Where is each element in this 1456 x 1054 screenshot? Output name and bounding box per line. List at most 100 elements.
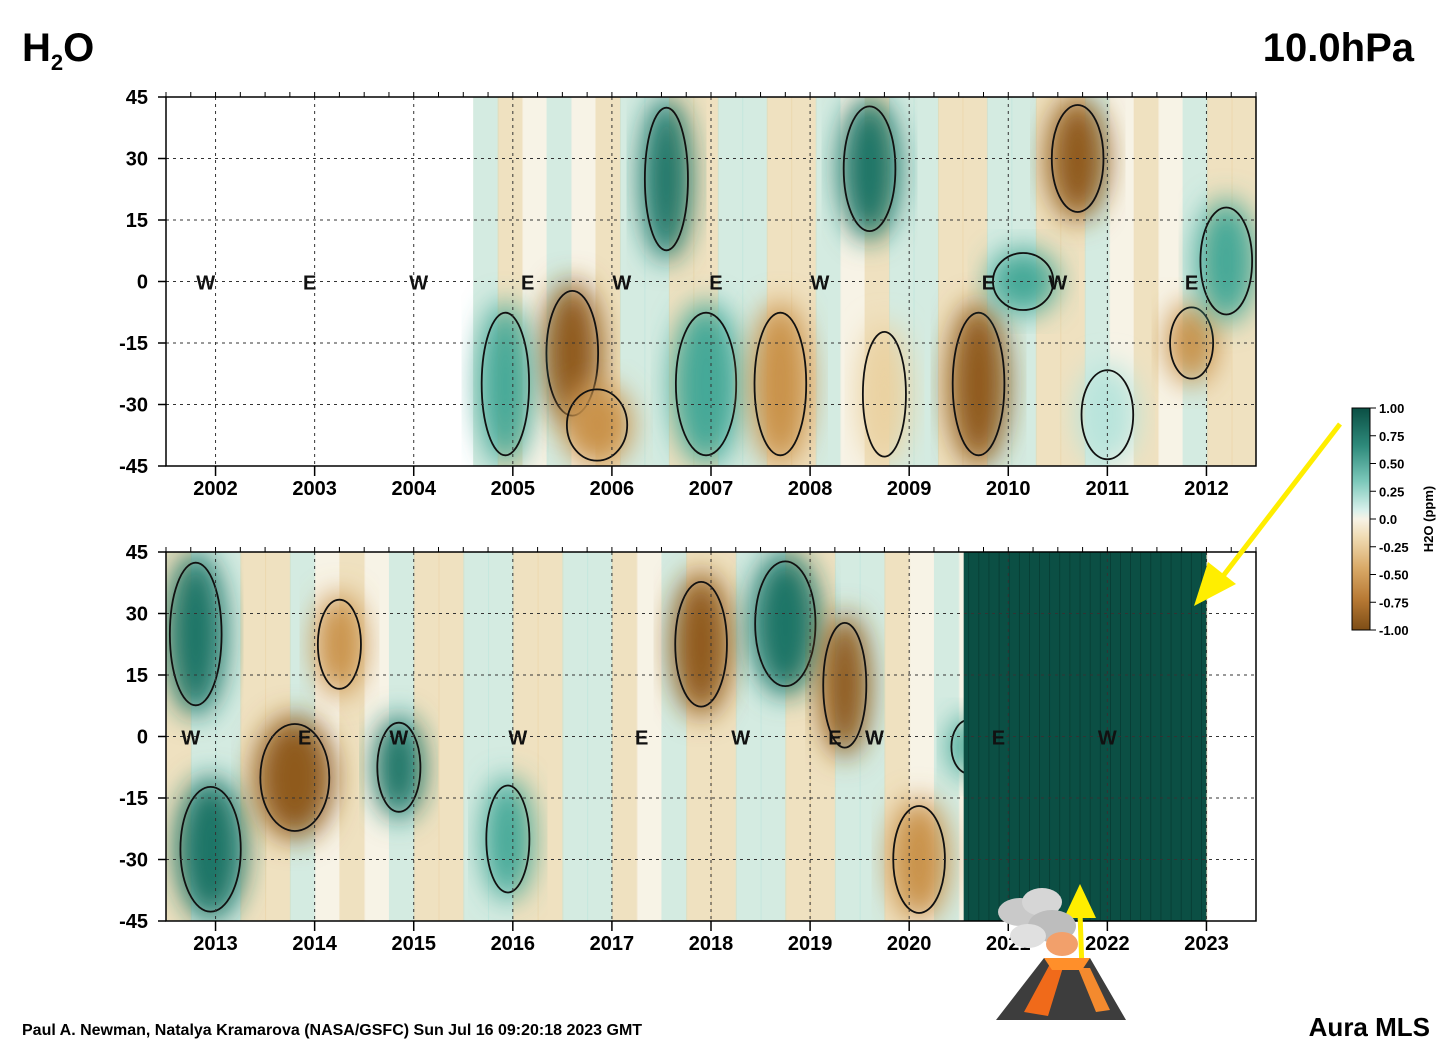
top-anomaly-region: [750, 302, 811, 466]
bottom-zero-contour: [754, 560, 817, 688]
top-zero-contour: [1199, 206, 1254, 316]
top-ytick-label: 15: [126, 210, 148, 232]
top-anomaly-region: [562, 384, 632, 466]
title-suffix: O: [63, 26, 95, 70]
bottom-anomaly-region: [671, 572, 731, 716]
top-zero-contour: [1050, 104, 1105, 213]
bottom-ytick-label: 15: [126, 665, 148, 687]
colorbar-scale: [1351, 407, 1371, 631]
colorbar-tick-label: 0.0: [1379, 512, 1397, 527]
chart-title: H2O: [22, 26, 94, 76]
top-ytick-label: -15: [119, 333, 148, 355]
top-zero-contour: [951, 311, 1006, 457]
yellow-arrow-icon: [1194, 422, 1342, 606]
colorbar-tick-label: -0.50: [1379, 568, 1409, 583]
bottom-anomaly-region: [175, 777, 246, 921]
top-anomaly-region: [1166, 302, 1217, 384]
bottom-qbo-label: W: [1098, 728, 1117, 750]
top-qbo-label: W: [409, 273, 428, 295]
bottom-zero-contour: [485, 784, 531, 894]
bottom-xtick-label: 2023: [1184, 933, 1229, 955]
bottom-gridlines: [166, 552, 1256, 921]
top-ytick-label: -30: [119, 395, 148, 417]
top-zero-contour: [674, 311, 738, 457]
colorbar-tick-label: 0.25: [1379, 484, 1404, 499]
top-zero-contour: [861, 330, 907, 458]
top-xtick-label: 2007: [689, 478, 734, 500]
bottom-anomaly-region: [166, 552, 226, 716]
top-ytick-label: 30: [126, 149, 148, 171]
bottom-qbo-label: W: [181, 728, 200, 750]
bottom-anomaly-region: [374, 716, 424, 819]
volcano-eruption-icon: [996, 888, 1126, 1020]
top-qbo-label: E: [303, 273, 316, 295]
top-zero-contour: [643, 106, 689, 252]
bottom-anomaly-region: [255, 716, 335, 839]
bottom-qbo-label: E: [992, 728, 1005, 750]
top-ytick-label: 45: [126, 87, 148, 109]
top-ytick-label: -45: [119, 456, 148, 478]
bottom-xtick-label: 2013: [193, 933, 238, 955]
colorbar-tick-label: -0.75: [1379, 595, 1409, 610]
panel-top: W E W E W E W E W E 45 30 15 0 -15 -30 -45 2002 2003 2004 2…: [119, 87, 1257, 500]
top-anomaly-region: [1196, 199, 1256, 323]
top-anomaly-region: [988, 248, 1058, 315]
top-qbo-label: E: [709, 273, 722, 295]
bottom-xtick-label: 2019: [788, 933, 833, 955]
colorbar-ticks: 1.00 0.75 0.50 0.25 0.0 -0.25 -0.50 -0.75 -1.00: [1370, 401, 1409, 638]
top-zero-contour: [753, 311, 808, 457]
bottom-anomaly-region: [889, 798, 949, 921]
pressure-level-label: 10.0hPa: [1262, 26, 1414, 70]
title-subscript: 2: [50, 50, 64, 75]
top-xtick-label: 2006: [590, 478, 635, 500]
top-qbo-label: E: [1185, 273, 1198, 295]
top-anomaly-region: [641, 97, 692, 261]
top-ytick-label: 0: [137, 272, 148, 294]
bottom-zero-contour: [259, 723, 331, 832]
top-qbo-label: W: [811, 273, 830, 295]
bottom-anomaly-region: [750, 552, 820, 696]
bottom-ytick-label: -45: [119, 911, 148, 933]
bottom-ytick-label: -30: [119, 850, 148, 872]
bottom-qbo-label: E: [635, 728, 648, 750]
top-anomaly-region: [478, 302, 533, 466]
bottom-xtick-label: 2015: [391, 933, 436, 955]
credit-line: Paul A. Newman, Natalya Kramarova (NASA/…: [22, 1022, 643, 1039]
bottom-texture-band: [438, 552, 465, 921]
top-xtick-label: 2011: [1086, 478, 1129, 500]
top-xtick-label: 2002: [193, 478, 238, 500]
colorbar-tick-label: -0.25: [1379, 540, 1409, 555]
bottom-ytick-label: 45: [126, 542, 148, 564]
bottom-xtick-label: 2017: [590, 933, 635, 955]
top-qbo-label: W: [1048, 273, 1067, 295]
top-zero-contour: [565, 388, 629, 462]
bottom-xtick-label: 2014: [292, 933, 337, 955]
bottom-xtick-label: 2022: [1085, 933, 1130, 955]
top-zero-contour: [842, 105, 897, 233]
top-zero-contour: [480, 311, 530, 457]
panel-bottom: W E W W E W E W E W 45 30 15 0 -15 -30 -45 2013 2014 2015 2…: [119, 542, 1257, 955]
bottom-qbo-label: W: [731, 728, 750, 750]
colorbar-tick-label: 0.75: [1379, 429, 1404, 444]
colorbar: 1.000.750.500.250.0-0.25-0.50-0.75-1.00 …: [1351, 401, 1436, 638]
bottom-ytick-label: 30: [126, 604, 148, 626]
top-anomaly-region: [839, 97, 900, 241]
bottom-xtick-label: 2016: [491, 933, 536, 955]
title-prefix: H: [22, 26, 51, 70]
bottom-zero-contour: [179, 785, 242, 913]
bottom-zero-contour: [168, 561, 223, 707]
colorbar-title: H2O (ppm): [1421, 486, 1436, 552]
bottom-zero-contour: [316, 598, 362, 690]
bottom-anomaly-region: [483, 777, 533, 901]
colorbar-tick-label: 0.50: [1379, 457, 1404, 472]
top-xtick-label: 2005: [491, 478, 536, 500]
top-xtick-label: 2003: [292, 478, 337, 500]
top-anomaly-region: [671, 302, 741, 466]
colorbar-tick-label: -1.00: [1379, 623, 1409, 638]
top-xtick-label: 2009: [887, 478, 932, 500]
bottom-anomaly-region: [314, 593, 365, 696]
bottom-zero-contour: [674, 580, 728, 708]
